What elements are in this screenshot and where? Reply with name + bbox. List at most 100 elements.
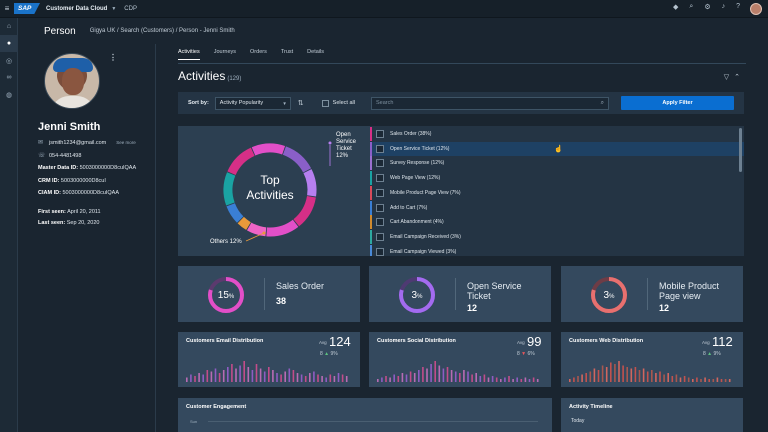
- activity-list-item[interactable]: Add to Cart (7%): [370, 200, 744, 215]
- activity-checkbox[interactable]: [376, 159, 384, 168]
- search-input[interactable]: Search ⌕: [370, 96, 609, 110]
- user-avatar[interactable]: [750, 3, 762, 15]
- see-more-link[interactable]: See more: [116, 140, 136, 145]
- distribution-bar: [642, 368, 645, 382]
- search-icon[interactable]: ⌕: [689, 3, 694, 10]
- distribution-bar: [663, 374, 665, 382]
- activity-checkbox[interactable]: [376, 203, 384, 212]
- sort-select[interactable]: Activity Popularity ▼: [214, 96, 291, 110]
- distribution-bar: [393, 374, 395, 382]
- distribution-bar: [638, 370, 641, 382]
- donut-segment[interactable]: [293, 195, 316, 227]
- chevron-down-icon[interactable]: ▼: [111, 5, 117, 12]
- donut-segment[interactable]: [237, 216, 251, 230]
- assistant-icon[interactable]: ◆: [673, 4, 679, 11]
- help-icon[interactable]: ?: [736, 3, 740, 10]
- settings-icon[interactable]: ⚙: [704, 4, 711, 11]
- distribution-bar: [483, 374, 486, 382]
- donut-segment[interactable]: [246, 222, 267, 237]
- donut-segment[interactable]: [282, 146, 312, 173]
- donut-segment[interactable]: [223, 172, 236, 206]
- distribution-bar: [313, 371, 315, 382]
- activity-list-item[interactable]: Email Campaign Received (3%): [370, 229, 744, 244]
- svg-text:3%: 3%: [604, 290, 616, 301]
- activity-checkbox[interactable]: [376, 188, 384, 197]
- kpi-number: 38: [276, 296, 287, 306]
- activity-checkbox[interactable]: [376, 247, 384, 256]
- distribution-bar: [605, 367, 608, 382]
- timeline-item[interactable]: Today: [571, 418, 585, 424]
- distribution-bar: [589, 371, 592, 382]
- tab-journeys[interactable]: Journeys: [213, 49, 237, 55]
- activity-label: Email Campaign Received (3%): [390, 233, 461, 240]
- kpi-card-sales-order[interactable]: 15% Sales Order 38: [178, 266, 360, 322]
- activity-list-item[interactable]: Cart Abandonment (4%): [370, 215, 744, 230]
- tab-details[interactable]: Details: [307, 49, 324, 55]
- distribution-bar: [247, 367, 250, 382]
- sort-order-icon[interactable]: ⇅: [297, 100, 304, 107]
- distribution-bar: [333, 376, 336, 382]
- tab-trust[interactable]: Trust: [280, 49, 294, 55]
- more-vertical-icon[interactable]: ⋮: [109, 53, 117, 62]
- app-name[interactable]: Customer Data Cloud: [46, 5, 108, 12]
- activity-timeline-card[interactable]: Activity Timeline Today: [561, 398, 743, 432]
- activity-checkbox[interactable]: [376, 232, 384, 241]
- distribution-bar: [304, 376, 307, 382]
- donut-center-top: Top: [260, 173, 280, 187]
- select-all-checkbox[interactable]: [321, 99, 329, 107]
- select-all[interactable]: Select all: [321, 99, 355, 107]
- distribution-bar: [210, 371, 213, 382]
- distribution-bar: [413, 373, 416, 382]
- distribution-bar: [500, 379, 502, 382]
- svg-text:3%: 3%: [412, 290, 424, 301]
- distribution-bar: [671, 376, 674, 382]
- globe-icon[interactable]: ◍: [5, 91, 13, 99]
- activity-label: Add to Cart (7%): [390, 204, 428, 211]
- segment-icon[interactable]: ◎: [5, 57, 13, 65]
- hamburger-icon[interactable]: ≡: [4, 4, 10, 13]
- section-name: CDP: [124, 5, 137, 12]
- donut-segment[interactable]: [303, 169, 317, 197]
- share-icon[interactable]: ∞: [6, 74, 12, 81]
- list-scrollbar[interactable]: [739, 128, 742, 172]
- activity-list-item[interactable]: Survey Response (12%): [370, 156, 744, 171]
- breadcrumb[interactable]: Gigya UK / Search (Customers) / Person -…: [89, 28, 235, 34]
- activity-list-item[interactable]: Open Service Ticket (12%) ☝: [370, 141, 744, 156]
- tab-activities[interactable]: Activities: [178, 49, 200, 60]
- web-distribution-card[interactable]: Customers Web Distribution Avg 112 8 ▲ 9…: [561, 332, 743, 387]
- filter-icon[interactable]: ▽: [723, 74, 730, 81]
- home-icon[interactable]: ⌂: [6, 23, 12, 30]
- donut-segment[interactable]: [266, 219, 299, 237]
- profile-name: Jenni Smith: [38, 121, 101, 133]
- activity-checkbox[interactable]: [376, 144, 384, 153]
- activity-list-item[interactable]: Mobile Product Page View (7%): [370, 185, 744, 200]
- activity-list-item[interactable]: Sales Order (38%): [370, 127, 744, 141]
- customer-engagement-card[interactable]: Customer Engagement Sun: [178, 398, 552, 432]
- apply-filter-button[interactable]: Apply Filter: [620, 96, 734, 110]
- tab-orders[interactable]: Orders: [250, 49, 267, 55]
- distribution-bar: [409, 371, 412, 382]
- activity-list-item[interactable]: Email Campaign Viewed (3%): [370, 244, 744, 256]
- kpi-ring: 15%: [208, 277, 244, 313]
- social-distribution-card[interactable]: Customers Social Distribution Avg 99 8 ▼…: [369, 332, 551, 387]
- bell-icon[interactable]: ♪: [721, 3, 726, 10]
- sap-logo[interactable]: SAP: [14, 3, 40, 14]
- kpi-card-open-service-ticket[interactable]: 3% Open Service Ticket 12: [369, 266, 551, 322]
- distribution-bar: [683, 376, 686, 382]
- email-distribution-card[interactable]: Customers Email Distribution Avg 124 8 ▲…: [178, 332, 360, 387]
- distribution-bar: [696, 377, 698, 382]
- donut-segment[interactable]: [226, 203, 244, 223]
- activity-checkbox[interactable]: [376, 130, 384, 138]
- activity-checkbox[interactable]: [376, 174, 384, 183]
- person-icon[interactable]: ●: [0, 35, 18, 52]
- activity-list-item[interactable]: Web Page View (12%): [370, 171, 744, 186]
- kpi-card-mobile-product-page-view[interactable]: 3% Mobile Product Page view 12: [561, 266, 743, 322]
- donut-segment[interactable]: [251, 143, 286, 156]
- activity-checkbox[interactable]: [376, 218, 384, 227]
- collapse-icon[interactable]: ⌃: [734, 74, 740, 81]
- distribution-bar: [214, 368, 217, 382]
- kpi-label: Mobile Product Page view: [659, 281, 720, 301]
- distribution-bar: [646, 371, 649, 382]
- donut-segment[interactable]: [227, 147, 255, 176]
- distribution-bar: [679, 377, 682, 382]
